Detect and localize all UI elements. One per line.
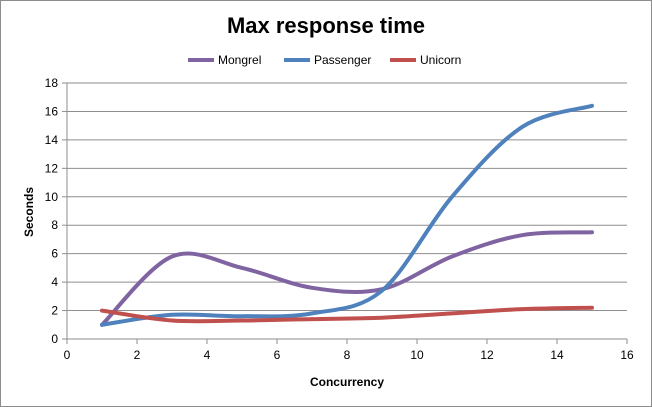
series-line-unicorn [100, 305, 594, 324]
y-tick-label: 16 [45, 104, 59, 118]
x-tick-label: 6 [274, 348, 281, 362]
y-tick-label: 14 [45, 133, 59, 147]
legend-item-mongrel: Mongrel [188, 53, 261, 67]
legend: Mongrel Passenger Unicorn [188, 53, 461, 67]
y-tick-label: 8 [51, 218, 58, 232]
legend-label: Mongrel [218, 53, 261, 67]
y-tick-label: 4 [51, 275, 58, 289]
axes [62, 82, 628, 344]
x-tick-label: 10 [410, 348, 424, 362]
series-lines [100, 103, 594, 327]
y-tick-label: 12 [45, 161, 59, 175]
x-tick-labels: 0 2 4 6 8 10 12 14 16 [64, 348, 634, 362]
gridlines [67, 82, 627, 312]
y-tick-label: 10 [45, 190, 59, 204]
x-tick-label: 8 [344, 348, 351, 362]
x-tick-label: 2 [134, 348, 141, 362]
y-tick-label: 6 [51, 247, 58, 261]
y-tick-label: 2 [51, 304, 58, 318]
y-tick-label: 18 [45, 76, 59, 90]
series-line-passenger [100, 103, 594, 327]
x-tick-label: 12 [480, 348, 494, 362]
y-axis-label: Seconds [22, 187, 36, 237]
x-tick-label: 16 [620, 348, 634, 362]
legend-item-passenger: Passenger [284, 53, 371, 67]
series-line-mongrel [100, 230, 594, 327]
x-tick-label: 4 [204, 348, 211, 362]
x-axis-label: Concurrency [310, 375, 384, 389]
legend-label: Unicorn [420, 53, 461, 67]
x-tick-label: 14 [550, 348, 564, 362]
y-tick-label: 0 [51, 332, 58, 346]
x-tick-label: 0 [64, 348, 71, 362]
chart-title: Max response time [227, 13, 425, 38]
legend-label: Passenger [314, 53, 371, 67]
y-tick-labels: 0 2 4 6 8 10 12 14 16 18 [45, 76, 59, 346]
legend-item-unicorn: Unicorn [390, 53, 461, 67]
